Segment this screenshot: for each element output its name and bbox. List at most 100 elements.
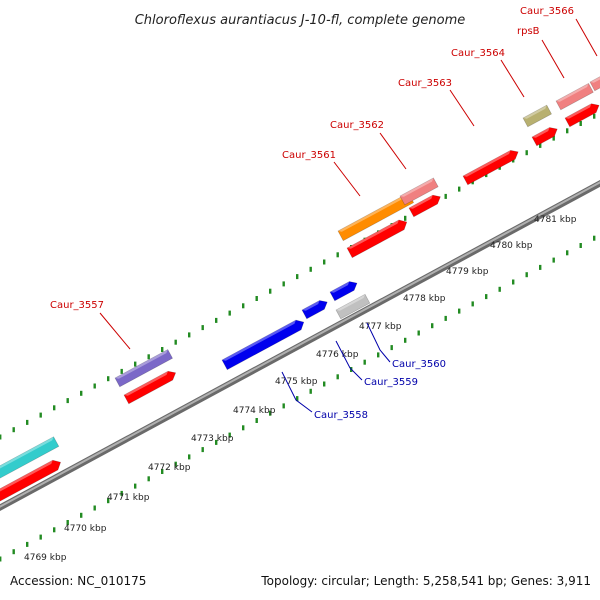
gene-grey [335,293,371,320]
forward-tick-track-tick [404,215,407,221]
reverse-tick-track-tick [296,396,299,402]
cds-red-shade [532,127,550,138]
gene-grey-shape [335,293,371,320]
reverse-tick-track-tick [134,483,137,489]
reverse-tick-track-tick [255,418,258,423]
gene-caur-3560-shade [330,281,350,293]
gene-caur-3560-shape [329,281,358,302]
gene-caur-3558 [221,319,305,371]
reverse-tick-track-tick [215,439,218,445]
forward-tick-track-tick [458,186,461,192]
forward-tick-track-tick [93,383,96,389]
reverse-tick-track-tick [161,469,164,474]
forward-tick-track-tick [12,427,15,433]
forward-tick-track-tick [593,113,596,119]
gene-label: Caur_3562 [330,120,384,131]
map-title: Chloroflexus aurantiacus J-10-fl, comple… [135,13,466,28]
gene-rpsB-shape [555,83,594,111]
cds-red [531,127,558,147]
reverse-tick-track-tick [201,447,204,453]
gene-teal-shape [0,436,60,481]
kbp-label: 4774 kbp [233,406,276,416]
reverse-tick-track-tick [12,549,15,555]
gene-caur-3559-shade [302,300,320,311]
forward-tick-track-tick [255,296,258,301]
gene-layer [0,72,600,504]
reverse-tick-track-tick [26,541,29,547]
gene-caur-3559-shape [301,300,328,320]
gene-grey-shade [336,294,366,311]
reverse-tick-track-tick [444,315,447,321]
gene-caur-3564-shade [523,105,547,119]
gene-teal-shade [0,436,54,471]
gene-label: rpsB [517,26,540,37]
reverse-tick-track-tick [323,381,326,387]
gene-caur-3557-shape [114,349,173,388]
gene-caur-3557 [114,349,173,388]
kbp-label: 4778 kbp [403,294,446,304]
cds-red-shape [408,194,441,218]
forward-tick-track-tick [525,150,528,156]
forward-tick-track-tick [228,310,231,316]
forward-tick-track-tick [161,347,164,352]
gene-label: Caur_3564 [451,48,505,59]
cds-red-shade [409,195,433,209]
reverse-tick-track-tick [309,388,312,394]
label-callout-line [335,340,363,381]
reverse-tick-track-tick [431,323,434,329]
cds-red-shade [124,371,168,396]
reverse-tick-track-tick [39,534,42,540]
gene-caur-3562-outer-shade [400,177,434,197]
cds-red-shape [346,219,408,259]
gene-rpsB [555,83,594,111]
reverse-tick-track-tick [593,235,596,241]
gene-label: Caur_3557 [50,300,104,311]
label-callout-line [449,89,475,127]
kbp-label: 4779 kbp [446,267,489,277]
forward-tick-track-tick [296,274,299,280]
gene-label: Caur_3566 [520,6,574,17]
label-callout-line [575,18,598,57]
reverse-tick-track-tick [539,264,542,270]
gene-caur-3566-shape [589,72,600,92]
forward-tick-track-tick [579,121,582,126]
forward-tick-track-tick [539,142,542,148]
gene-caur-3564 [522,104,552,128]
cds-red-shade [565,103,592,119]
gene-rpsB-shade [556,83,589,102]
forward-tick-track-tick [566,128,569,134]
cds-red [0,459,61,504]
gene-caur-3558-shade [222,320,296,361]
gene-caur-3559 [301,300,328,320]
kbp-label: 4780 kbp [490,241,533,251]
cds-red-shape [462,150,519,186]
gene-caur-3560 [329,281,358,302]
forward-tick-track-tick [174,339,177,345]
genome-backbone-highlight [0,181,600,508]
reverse-tick-track-tick [66,520,69,525]
gene-label: Caur_3561 [282,150,336,161]
reverse-tick-track-tick [579,243,582,248]
reverse-tick-track-tick [566,250,569,256]
reverse-tick-track-tick [282,403,285,409]
cds-red [408,194,441,218]
reverse-tick-track-tick [485,294,488,300]
label-callout-line [281,371,313,413]
forward-tick-track-tick [66,398,69,404]
reverse-tick-track-tick [512,279,515,285]
cds-red-shape [531,127,558,147]
track-layer [0,113,600,562]
reverse-tick-track-tick [188,454,191,460]
cds-red [564,103,600,128]
reverse-tick-track-tick [471,301,474,307]
gene-label: Caur_3558 [314,410,368,421]
cds-red [346,219,408,259]
forward-tick-track-tick [39,412,42,418]
kbp-label: 4781 kbp [534,215,577,225]
cds-red-shape [0,459,61,504]
gene-caur-3561-shade [338,192,409,232]
reverse-tick-track-tick [269,410,272,416]
reverse-tick-track-tick [377,352,380,358]
accession-text: Accession: NC_010175 [10,574,146,588]
gene-label: Caur_3560 [392,359,446,370]
